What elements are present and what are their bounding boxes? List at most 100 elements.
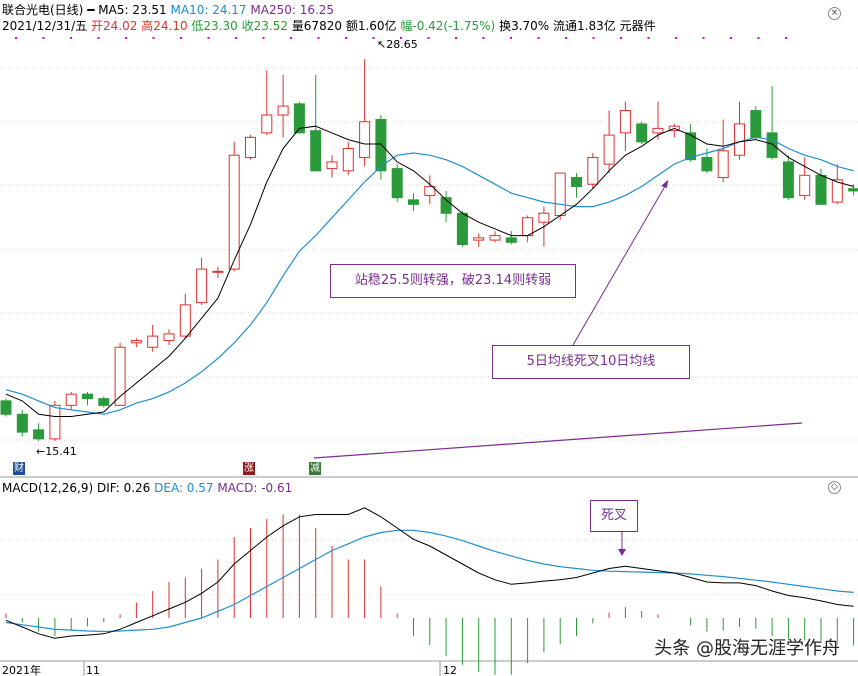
quote-volume: 量67820 xyxy=(291,19,342,33)
candle-body xyxy=(554,172,566,217)
candle-body xyxy=(277,105,289,116)
candle-body xyxy=(799,174,811,196)
candle-body xyxy=(538,212,550,223)
candle-body xyxy=(114,346,126,406)
marker-dot xyxy=(647,37,650,39)
quote-sector: 元器件 xyxy=(619,19,656,33)
candle-body xyxy=(212,270,224,273)
candle-body xyxy=(766,132,778,158)
quote-float: 流通1.83亿 xyxy=(553,19,616,33)
ma5-label-icon: ━ xyxy=(87,3,95,17)
marker-dot xyxy=(675,37,677,39)
x-label-year: 2021年 xyxy=(2,663,41,676)
ma250-line xyxy=(313,422,803,459)
marker-dot xyxy=(207,37,210,39)
candle-body xyxy=(375,118,387,172)
finance-badge[interactable]: 财 xyxy=(13,462,25,475)
macd-name: MACD(12,26,9) xyxy=(2,481,94,495)
candle-body xyxy=(603,134,615,165)
candle-body xyxy=(408,199,419,205)
marker-dot xyxy=(482,37,485,39)
dea-line xyxy=(5,529,854,633)
candle-body xyxy=(196,268,208,304)
header-row-2: 2021/12/31/五 开24.02 高24.10 低23.30 收23.52… xyxy=(2,19,656,33)
stock-title: 联合光电(日线) xyxy=(2,3,84,17)
candle-body xyxy=(0,400,12,415)
candle-body xyxy=(522,217,534,237)
watermark: 头条 @股海无涯学作舟 xyxy=(654,638,840,659)
marker-dot xyxy=(262,37,265,39)
macd-dea: DEA: 0.57 xyxy=(154,481,214,495)
macd-cross-annotation: 死叉 xyxy=(590,500,638,532)
candle-body xyxy=(782,161,794,199)
marker-dot xyxy=(620,37,622,39)
candle-body xyxy=(701,156,713,172)
marker-dot xyxy=(400,37,402,39)
marker-dot xyxy=(565,37,567,39)
quote-close: 收23.52 xyxy=(241,19,288,33)
candle-body xyxy=(652,127,664,134)
marker-dot xyxy=(180,37,182,39)
candle-body xyxy=(391,168,403,199)
candle-body xyxy=(163,333,175,342)
candle-body xyxy=(848,188,858,192)
candle-body xyxy=(49,404,61,440)
macd-dif: DIF: 0.26 xyxy=(96,481,151,495)
marker-dot xyxy=(537,37,540,39)
marker-dot xyxy=(730,37,732,39)
rise-badge[interactable]: 涨 xyxy=(243,462,255,475)
marker-dot xyxy=(455,37,457,39)
marker-dot xyxy=(427,37,430,39)
candle-body xyxy=(685,132,697,161)
ma10-value: MA10: 24.17 xyxy=(170,3,247,17)
quote-date: 2021/12/31/五 xyxy=(2,19,88,33)
quote-amount: 额1.60亿 xyxy=(345,19,397,33)
candle-body xyxy=(98,398,110,406)
candle-body xyxy=(147,335,159,348)
ma5-value: MA5: 23.51 xyxy=(98,3,167,17)
marker-dot xyxy=(317,37,320,39)
close-icon[interactable]: × xyxy=(828,7,841,20)
candle-body xyxy=(619,110,631,134)
cross-annotation: 5日均线死叉10日均线 xyxy=(492,345,690,379)
macd-arrow-head xyxy=(618,549,626,556)
candle-body xyxy=(293,103,305,134)
max-price-label: ↖28.65 xyxy=(377,38,418,51)
marker-dot xyxy=(510,37,512,39)
candle-body xyxy=(424,185,436,196)
marker-dot xyxy=(345,37,347,39)
quote-high: 高24.10 xyxy=(141,19,188,33)
quote-change: 幅-0.42(-1.75%) xyxy=(400,19,496,33)
quote-open: 开24.02 xyxy=(91,19,138,33)
candle-body xyxy=(750,110,762,138)
candle-body xyxy=(342,148,354,172)
marker-dot xyxy=(42,37,45,39)
candle-body xyxy=(33,429,45,440)
marker-dot xyxy=(125,37,127,39)
reduce-badge[interactable]: 减 xyxy=(309,462,321,475)
candle-body xyxy=(326,161,338,170)
marker-dot xyxy=(592,37,595,39)
candle-body xyxy=(717,150,729,179)
candle-body xyxy=(831,179,843,203)
candle-body xyxy=(815,174,827,205)
ma10-line xyxy=(5,136,854,415)
candle-body xyxy=(65,393,77,406)
candle-body xyxy=(456,212,468,246)
marker-dot xyxy=(757,37,760,39)
candle-body xyxy=(82,393,93,400)
expand-icon[interactable]: ◇ xyxy=(828,481,841,494)
candle-body xyxy=(310,130,322,172)
candle-body xyxy=(587,156,599,185)
quote-turnover: 换3.70% xyxy=(499,19,550,33)
candle-body xyxy=(440,197,452,214)
signal-annotation: 站稳25.5则转强，破23.14则转弱 xyxy=(330,264,576,298)
candle-body xyxy=(228,154,240,270)
marker-dot xyxy=(290,37,292,39)
header-row-1: 联合光电(日线) ━ MA5: 23.51 MA10: 24.17 MA250:… xyxy=(2,3,334,17)
candle-body xyxy=(473,237,485,241)
candle-body xyxy=(636,123,648,143)
candle-body xyxy=(261,114,273,134)
x-label-dec: 12 xyxy=(443,664,457,676)
